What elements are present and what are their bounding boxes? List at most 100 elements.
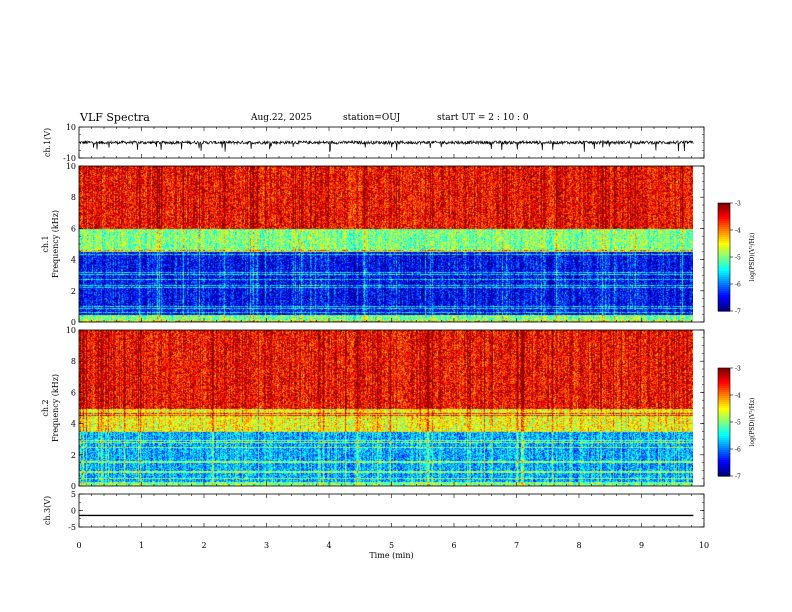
colorbar-cell xyxy=(718,267,730,270)
y-tick-label: 10 xyxy=(66,326,76,335)
colorbar-cell xyxy=(718,307,730,310)
y-tick-label: 10 xyxy=(66,123,76,132)
colorbar-cell xyxy=(718,287,730,290)
colorbar-cell xyxy=(718,416,730,419)
colorbar-tick-label: -6 xyxy=(735,282,741,289)
colorbar-cell xyxy=(718,277,730,280)
colorbar-cell xyxy=(718,291,730,294)
colorbar-cell xyxy=(718,281,730,284)
colorbar-cell xyxy=(718,297,730,300)
y-axis-label: ch.1(V) xyxy=(43,128,52,157)
colorbar-cell xyxy=(718,263,730,266)
colorbar-cell xyxy=(718,468,730,471)
colorbar-cell xyxy=(718,247,730,250)
x-tick-label: 7 xyxy=(514,541,519,550)
x-tick-label: 3 xyxy=(264,541,269,550)
y-tick-label: 4 xyxy=(71,256,76,265)
colorbar-cell xyxy=(718,265,730,268)
chart-date: Aug.22, 2025 xyxy=(251,113,312,123)
colorbar-cell xyxy=(718,394,730,397)
colorbar-cell xyxy=(718,410,730,413)
colorbar-cell xyxy=(718,434,730,437)
y-axis-label: ch.2 xyxy=(41,399,50,416)
y-tick-label: 8 xyxy=(71,357,76,366)
colorbar-cell xyxy=(718,466,730,469)
colorbar-tick-label: -4 xyxy=(735,393,741,400)
y-tick-label: 2 xyxy=(71,287,76,296)
x-axis-label: Time (min) xyxy=(369,551,413,560)
x-tick-label: 9 xyxy=(639,541,644,550)
colorbar-cell xyxy=(718,390,730,393)
colorbar-cell xyxy=(718,213,730,216)
y-tick-label: 6 xyxy=(71,388,76,397)
colorbar-tick-label: -5 xyxy=(735,255,741,262)
colorbar-cell xyxy=(718,404,730,407)
colorbar-cell xyxy=(718,372,730,375)
colorbar-cell xyxy=(718,474,730,477)
y-tick-label: 6 xyxy=(71,224,76,233)
colorbar-cell xyxy=(718,448,730,451)
colorbar-cell xyxy=(718,303,730,306)
colorbar-cell xyxy=(718,261,730,264)
y-tick-label: 2 xyxy=(71,451,76,460)
colorbar-cell xyxy=(718,293,730,296)
x-tick-label: 1 xyxy=(139,541,144,550)
colorbar-cell xyxy=(718,203,730,206)
colorbar-cell xyxy=(718,370,730,373)
colorbar-cell xyxy=(718,458,730,461)
colorbar-1: -3 -4 -5 -6 -7 log(PSD)(V²/Hz) xyxy=(717,201,756,316)
spectrogram-2-image xyxy=(79,330,693,486)
colorbar-label: log(PSD)(V²/Hz) xyxy=(749,398,756,447)
colorbar-cell xyxy=(718,219,730,222)
colorbar-cell xyxy=(718,211,730,214)
colorbar-cell xyxy=(718,420,730,423)
y-tick-label: -5 xyxy=(68,523,76,532)
colorbar-cell xyxy=(718,392,730,395)
colorbar-cell xyxy=(718,283,730,286)
colorbar-cell xyxy=(718,426,730,429)
colorbar-cell xyxy=(718,301,730,304)
colorbar-cell xyxy=(718,209,730,212)
colorbar-cell xyxy=(718,253,730,256)
y-axis-label: Frequency (kHz) xyxy=(51,374,60,442)
colorbar-cell xyxy=(718,422,730,425)
colorbar-cell xyxy=(718,233,730,236)
x-tick-label: 2 xyxy=(201,541,206,550)
x-tick-label: 8 xyxy=(576,541,581,550)
colorbar-cell xyxy=(718,368,730,371)
colorbar-tick-label: -7 xyxy=(735,309,741,316)
colorbar-cell xyxy=(718,412,730,415)
colorbar-cell xyxy=(718,271,730,274)
panel-3-axes: 0 2 4 6 8 10 ch.2 Frequency (kHz) xyxy=(41,326,705,491)
colorbar-cell xyxy=(718,446,730,449)
colorbar-cell xyxy=(718,452,730,455)
panel-2-axes: 0 2 4 6 8 10 ch.1 Frequency (kHz) xyxy=(41,162,705,327)
panel-1-axes: 10 -10 ch.1(V) xyxy=(43,123,705,163)
colorbar-tick-label: -4 xyxy=(735,228,741,235)
colorbar-cell xyxy=(718,205,730,208)
x-tick-label: 10 xyxy=(699,541,709,550)
colorbar-cell xyxy=(718,225,730,228)
chart-station: station=OUJ xyxy=(343,113,401,123)
colorbar-cell xyxy=(718,450,730,453)
colorbar-cell xyxy=(718,384,730,387)
colorbar-cell xyxy=(718,231,730,234)
y-tick-label: 0 xyxy=(71,507,76,516)
colorbar-cell xyxy=(718,464,730,467)
colorbar-cell xyxy=(718,442,730,445)
colorbar-cell xyxy=(718,414,730,417)
colorbar-cell xyxy=(718,454,730,457)
colorbar-tick-label: -3 xyxy=(735,201,741,208)
colorbar-2: -3 -4 -5 -6 -7 log(PSD)(V²/Hz) xyxy=(717,366,756,481)
colorbar-cell xyxy=(718,396,730,399)
colorbar-cell xyxy=(718,229,730,232)
y-tick-label: 4 xyxy=(71,420,76,429)
y-axis-label: ch.1 xyxy=(41,235,50,252)
y-tick-label: 0 xyxy=(71,318,76,327)
colorbar-cell xyxy=(718,223,730,226)
colorbar-cell xyxy=(718,269,730,272)
colorbar-cell xyxy=(718,456,730,459)
chart-title: VLF Spectra xyxy=(80,111,150,124)
colorbar-cell xyxy=(718,432,730,435)
